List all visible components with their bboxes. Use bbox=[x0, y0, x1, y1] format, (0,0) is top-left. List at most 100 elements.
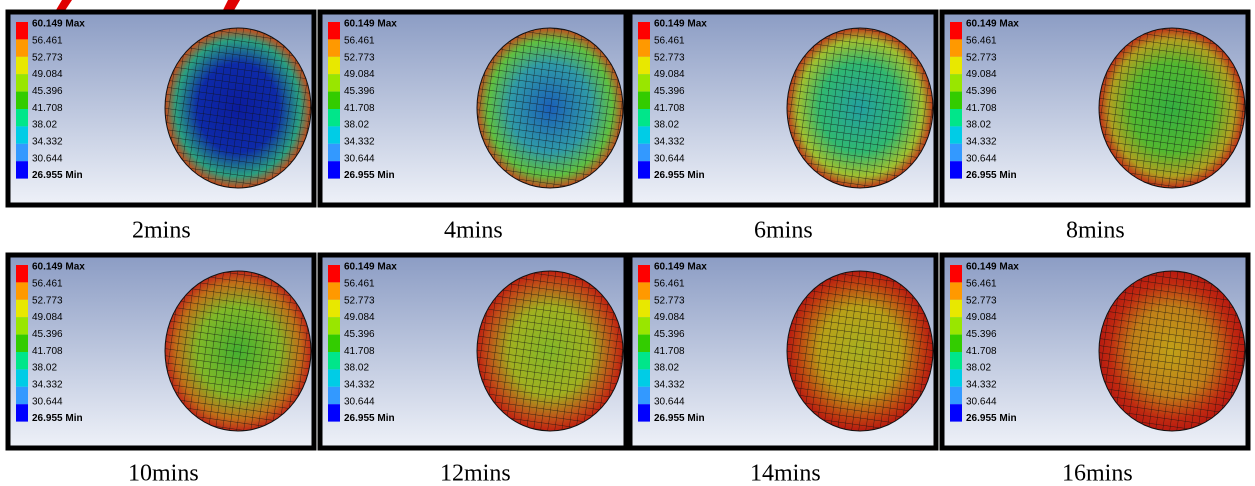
legend-label: 41.708 bbox=[344, 346, 375, 357]
result-panel: 60.149 Max56.46152.77349.08445.39641.708… bbox=[942, 255, 1248, 448]
legend-label: 34.332 bbox=[654, 137, 685, 148]
legend-swatch bbox=[950, 282, 962, 299]
legend-swatch bbox=[950, 387, 962, 404]
legend-label: 26.955 Min bbox=[32, 413, 83, 424]
legend-swatch bbox=[638, 109, 650, 126]
legend-label: 41.708 bbox=[654, 103, 685, 114]
legend-label: 45.396 bbox=[344, 329, 375, 340]
legend-label: 45.396 bbox=[654, 86, 685, 97]
legend-swatch bbox=[328, 92, 340, 109]
legend-label: 38.02 bbox=[966, 363, 991, 374]
legend-label: 45.396 bbox=[966, 86, 997, 97]
legend-swatch bbox=[638, 404, 650, 421]
legend-label: 60.149 Max bbox=[344, 262, 397, 273]
legend-label: 41.708 bbox=[32, 346, 63, 357]
caption: 14mins bbox=[750, 461, 821, 486]
legend-label: 26.955 Min bbox=[966, 170, 1017, 181]
mesh bbox=[165, 28, 311, 188]
legend-label: 34.332 bbox=[966, 137, 997, 148]
legend-label: 38.02 bbox=[32, 363, 57, 374]
legend-swatch bbox=[16, 126, 28, 143]
legend-label: 60.149 Max bbox=[654, 262, 707, 273]
legend-label: 38.02 bbox=[344, 120, 369, 131]
legend-swatch bbox=[950, 161, 962, 178]
legend-swatch bbox=[950, 22, 962, 39]
legend-label: 56.461 bbox=[344, 35, 375, 46]
legend-swatch bbox=[638, 22, 650, 39]
legend-label: 56.461 bbox=[654, 278, 685, 289]
legend-label: 49.084 bbox=[654, 312, 685, 323]
legend-label: 49.084 bbox=[966, 69, 997, 80]
mesh bbox=[787, 271, 933, 431]
legend-label: 38.02 bbox=[654, 363, 679, 374]
legend-label: 52.773 bbox=[344, 295, 375, 306]
caption: 6mins bbox=[754, 218, 813, 244]
legend-label: 30.644 bbox=[344, 396, 375, 407]
legend-swatch bbox=[950, 144, 962, 161]
legend-label: 52.773 bbox=[344, 52, 375, 63]
caption: 16mins bbox=[1062, 461, 1133, 486]
legend-swatch bbox=[950, 109, 962, 126]
legend-swatch bbox=[16, 92, 28, 109]
legend-swatch bbox=[950, 126, 962, 143]
legend-swatch bbox=[328, 109, 340, 126]
legend-swatch bbox=[328, 352, 340, 369]
legend-label: 30.644 bbox=[654, 396, 685, 407]
legend-swatch bbox=[328, 22, 340, 39]
legend-swatch bbox=[950, 404, 962, 421]
legend-label: 56.461 bbox=[966, 278, 997, 289]
legend-label: 60.149 Max bbox=[966, 262, 1019, 273]
mesh bbox=[1099, 271, 1245, 431]
legend-swatch bbox=[950, 92, 962, 109]
result-panel: 60.149 Max56.46152.77349.08445.39641.708… bbox=[630, 255, 936, 448]
caption: 4mins bbox=[444, 218, 503, 244]
legend-swatch bbox=[16, 39, 28, 56]
result-panel: 60.149 Max56.46152.77349.08445.39641.708… bbox=[630, 12, 936, 205]
legend-swatch bbox=[638, 387, 650, 404]
result-panel: 60.149 Max56.46152.77349.08445.39641.708… bbox=[320, 255, 626, 448]
legend-label: 34.332 bbox=[32, 137, 63, 148]
legend-swatch bbox=[16, 369, 28, 386]
legend-label: 34.332 bbox=[344, 380, 375, 391]
legend-swatch bbox=[16, 74, 28, 91]
legend-label: 49.084 bbox=[344, 312, 375, 323]
legend-label: 38.02 bbox=[344, 363, 369, 374]
legend-swatch bbox=[16, 22, 28, 39]
figure: 60.149 Max 56.461 52.773 49.084 45.396 41.708… bbox=[0, 0, 1255, 486]
result-panel: 60.149 Max56.46152.77349.08445.39641.708… bbox=[320, 12, 626, 205]
legend-label: 26.955 Min bbox=[32, 170, 83, 181]
legend-swatch bbox=[638, 335, 650, 352]
legend-label: 45.396 bbox=[654, 329, 685, 340]
caption: 8mins bbox=[1066, 218, 1125, 244]
legend-label: 45.396 bbox=[32, 329, 63, 340]
legend-label: 52.773 bbox=[966, 52, 997, 63]
legend-label: 30.644 bbox=[654, 153, 685, 164]
legend-swatch bbox=[16, 109, 28, 126]
legend-label: 60.149 Max bbox=[654, 19, 707, 30]
legend-swatch bbox=[328, 300, 340, 317]
legend-label: 45.396 bbox=[32, 86, 63, 97]
legend-label: 38.02 bbox=[654, 120, 679, 131]
legend-label: 26.955 Min bbox=[654, 170, 705, 181]
legend-swatch bbox=[638, 282, 650, 299]
legend-swatch bbox=[328, 265, 340, 282]
legend-label: 41.708 bbox=[966, 103, 997, 114]
legend-label: 49.084 bbox=[966, 312, 997, 323]
legend-swatch bbox=[638, 144, 650, 161]
legend-swatch bbox=[638, 39, 650, 56]
legend-label: 49.084 bbox=[32, 312, 63, 323]
legend-label: 34.332 bbox=[654, 380, 685, 391]
legend-label: 41.708 bbox=[966, 346, 997, 357]
legend-swatch bbox=[950, 57, 962, 74]
legend-label: 34.332 bbox=[966, 380, 997, 391]
legend-label: 26.955 Min bbox=[654, 413, 705, 424]
legend-label: 30.644 bbox=[344, 153, 375, 164]
legend-swatch bbox=[638, 126, 650, 143]
legend-swatch bbox=[16, 335, 28, 352]
legend-swatch bbox=[638, 161, 650, 178]
legend-swatch bbox=[328, 57, 340, 74]
legend-swatch bbox=[950, 352, 962, 369]
result-panel: 60.149 Max56.46152.77349.08445.39641.708… bbox=[942, 12, 1248, 205]
legend-swatch bbox=[16, 317, 28, 334]
legend-swatch bbox=[16, 265, 28, 282]
